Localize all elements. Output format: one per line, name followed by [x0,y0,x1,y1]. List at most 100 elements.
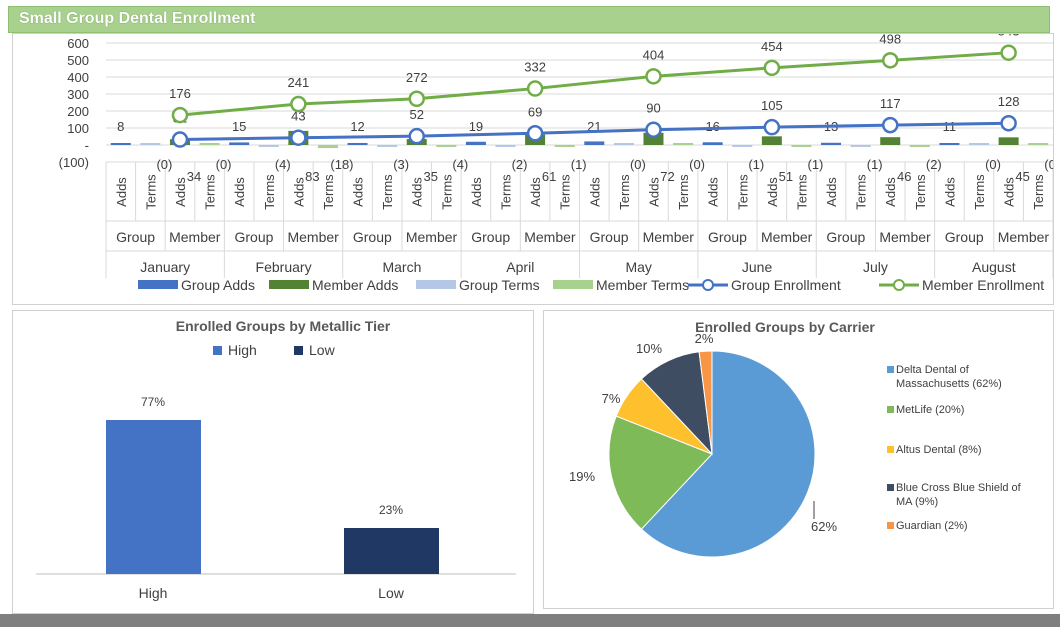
group-adds-bar [821,142,842,145]
y-tick-label: 100 [67,121,89,136]
enrollment-marker [408,90,425,108]
group-label: Member [524,229,576,245]
member-enrollment-line [179,51,1009,117]
data-label: (3) [393,157,409,172]
data-label: 498 [879,34,901,46]
group-terms-bar [613,143,634,145]
member-terms-bar [791,145,812,147]
pie-slice-delta-dental-of-massachusetts [640,350,816,558]
data-label: 35 [424,169,438,184]
subcategory-label: Terms [1031,174,1046,210]
y-tick-label: - [85,138,89,153]
data-label: 2% [695,331,714,346]
group-label: Group [353,229,392,245]
group-adds-bar [110,143,131,145]
data-label: (1) [748,157,764,172]
data-label: 43 [291,109,305,124]
carrier-chart-panel: Enrolled Groups by Carrier 62% Delta Denta… [543,310,1054,609]
subcategory-label: Adds [765,177,780,207]
data-label: 454 [761,39,783,54]
group-adds-bar [229,142,250,145]
subcategory-label: Terms [676,174,691,210]
data-label: 105 [761,98,783,113]
data-label: (1) [808,157,824,172]
legend-swatch [887,366,894,373]
tier-bar [106,420,201,574]
legend-label: Member Adds [312,277,398,293]
legend-marker [893,279,905,291]
data-label: (0) [689,157,705,172]
group-terms-bar [377,145,398,147]
group-label: Group [471,229,510,245]
bottom-edge [0,614,1060,627]
group-label: Member [879,229,931,245]
group-label: Group [235,229,274,245]
legend-swatch [887,406,894,413]
legend-label: Low [309,342,336,358]
legend-label: MetLife (20%) [896,404,964,416]
enrollment-trend-chart-panel: 600 500 400 300 200 100 - (100) Adds Terms Adds Ter… [12,24,1060,305]
enrollment-marker [881,116,899,134]
subcategory-label: Adds [824,177,839,207]
data-label: 19 [469,119,483,134]
data-label: 10% [636,341,662,356]
member-terms-bar [673,143,694,145]
data-label: 90 [646,101,660,116]
subcategory-label: Terms [735,174,750,210]
group-label: Group [116,229,155,245]
data-label: (0) [985,157,1001,172]
data-label: 404 [643,47,665,62]
data-label: 61 [542,169,556,184]
data-label: 52 [410,107,424,122]
legend-label: Group Terms [459,277,540,293]
subcategory-label: Terms [321,174,336,210]
subcategory-label: Adds [351,177,366,207]
data-label: 11 [943,119,957,134]
data-label: 69 [528,104,542,119]
group-terms-bar [969,143,990,145]
group-label: Member [761,229,813,245]
month-label: July [863,259,888,275]
enrollment-marker [645,121,662,138]
y-tick-label: 600 [67,36,89,51]
group-label: Member [406,229,458,245]
month-label: April [506,259,534,275]
data-label: 7% [602,391,621,406]
data-label: 332 [524,60,546,75]
chart-title: Enrolled Groups by Carrier [695,319,875,335]
legend-label-line: Delta Dental of [896,364,970,376]
subcategory-label: Adds [410,177,425,207]
legend-label: Member Terms [596,277,689,293]
member-adds-bar [998,137,1019,145]
subcategory-label: Adds [587,177,602,207]
group-label: Group [708,229,747,245]
data-label: 16 [705,119,719,134]
subcategory-label: Terms [499,174,514,210]
group-adds-bar [465,141,486,145]
group-adds-bar [584,141,605,145]
legend-label: Guardian (2%) [896,520,968,532]
data-label: (2) [512,157,528,172]
subcategory-label: Adds [706,177,721,207]
month-label: August [972,259,1016,275]
subcategory-label: Adds [646,177,661,207]
carrier-pie-chart: Enrolled Groups by Carrier 62% Delta Denta… [569,319,1022,558]
member-adds-bar [761,136,782,145]
chart-title: Enrolled Groups by Metallic Tier [176,318,391,334]
legend-swatch [138,280,178,289]
y-tick-label: 200 [67,104,89,119]
y-tick-label: 400 [67,70,89,85]
data-label: (1) [867,157,883,172]
enrollment-marker [526,125,544,142]
legend-label: Group Adds [181,277,255,293]
enrollment-marker [290,129,307,146]
data-label: 12 [350,119,364,134]
enrollment-marker [763,118,781,136]
data-label: 83 [305,169,319,184]
data-label: (4) [452,157,468,172]
metallic-tier-chart-panel: Enrolled Groups by Metallic Tier High Low 7… [12,310,534,614]
legend-swatch [213,346,222,355]
subcategory-label: Terms [913,174,928,210]
month-label: June [742,259,773,275]
category-label: Low [378,585,405,601]
